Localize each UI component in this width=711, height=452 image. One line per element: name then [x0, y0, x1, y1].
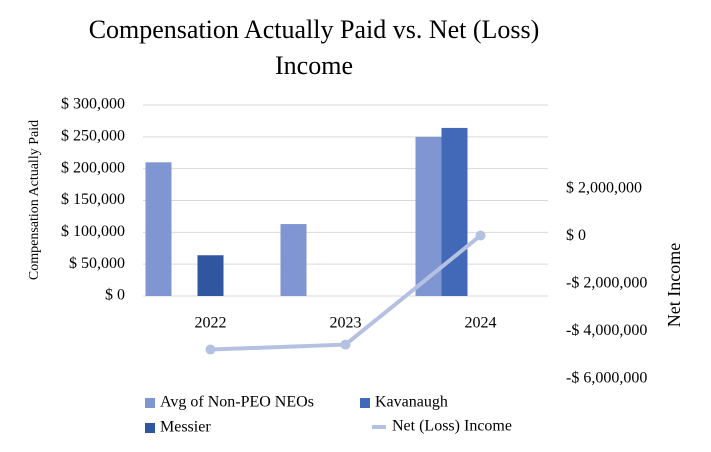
line-marker [475, 230, 486, 241]
y-tick-label: $ 0 [105, 287, 125, 304]
x-tick-label: 2022 [195, 315, 227, 332]
legend-label: Kavanaugh [375, 394, 448, 411]
legend-swatch [145, 398, 155, 408]
legend-label: Net (Loss) Income [392, 418, 512, 435]
y-tick-label: $ 250,000 [61, 128, 125, 145]
legend-label: Avg of Non-PEO NEOs [160, 394, 314, 411]
y-tick-label: $ 150,000 [61, 191, 125, 208]
chart-title: Compensation Actually Paid vs. Net (Loss… [88, 15, 540, 80]
y-tick-label: $ 200,000 [61, 159, 125, 176]
legend-label: Messier [160, 419, 211, 436]
legend-swatch [145, 423, 155, 433]
line-marker [340, 339, 351, 350]
line-marker [205, 344, 216, 355]
x-tick-label: 2024 [465, 315, 497, 332]
bar [145, 162, 172, 296]
y-tick-label: $ 100,000 [61, 223, 125, 240]
bar [280, 224, 307, 296]
y-tick-label: $ 300,000 [61, 96, 125, 113]
y-axis-label: Compensation Actually Paid [27, 120, 42, 280]
x-tick-label: 2023 [330, 315, 362, 332]
bar [441, 127, 468, 296]
legend-swatch [360, 398, 370, 408]
y2-tick-label: $ 2,000,000 [566, 180, 642, 197]
y2-tick-label: -$ 4,000,000 [566, 322, 647, 339]
y2-tick-label: $ 0 [566, 227, 586, 244]
y2-tick-label: -$ 2,000,000 [566, 275, 647, 292]
y2-axis-label: Net Income [664, 243, 684, 327]
bar [197, 255, 224, 296]
y-tick-label: $ 50,000 [69, 255, 125, 272]
y2-tick-label: -$ 6,000,000 [566, 370, 647, 387]
